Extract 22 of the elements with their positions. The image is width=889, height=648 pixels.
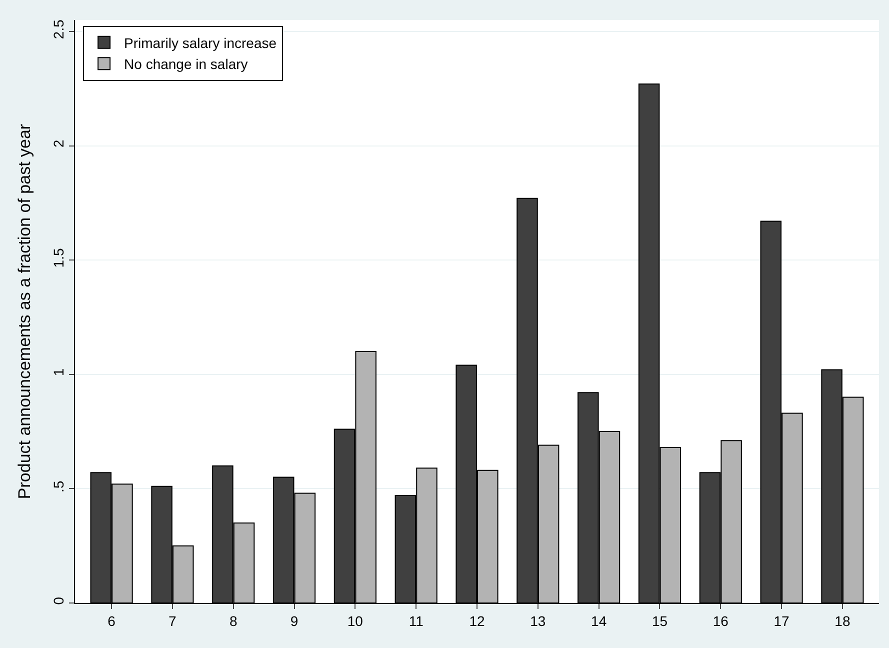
x-tick-label: 7 [168, 612, 177, 629]
y-tick-label: 1.5 [50, 248, 66, 268]
x-tick-label: 9 [290, 612, 298, 629]
y-tick-label: 1 [50, 368, 66, 376]
legend-label: No change in salary [124, 56, 248, 72]
y-tick-label: .5 [50, 480, 66, 492]
y-tick-label: 2 [50, 140, 66, 148]
x-tick-label: 6 [108, 612, 116, 629]
y-tick-label: 2.5 [50, 19, 66, 40]
x-tick-label: 13 [530, 612, 546, 629]
x-tick-label: 17 [774, 612, 790, 629]
y-axis-title: Product announcements as a fraction of past year [14, 124, 34, 500]
x-tick-label: 14 [591, 612, 607, 629]
x-tick-label: 15 [652, 612, 668, 629]
x-tick-label: 18 [834, 612, 850, 629]
y-tick-label: 0 [50, 596, 66, 605]
x-tick-label: 12 [469, 612, 485, 629]
x-tick-label: 10 [347, 612, 364, 629]
x-tick-label: 11 [408, 612, 424, 629]
x-tick-label: 8 [229, 612, 238, 629]
x-tick-label: 16 [712, 612, 729, 629]
legend-label: Primarily salary increase [124, 34, 277, 51]
